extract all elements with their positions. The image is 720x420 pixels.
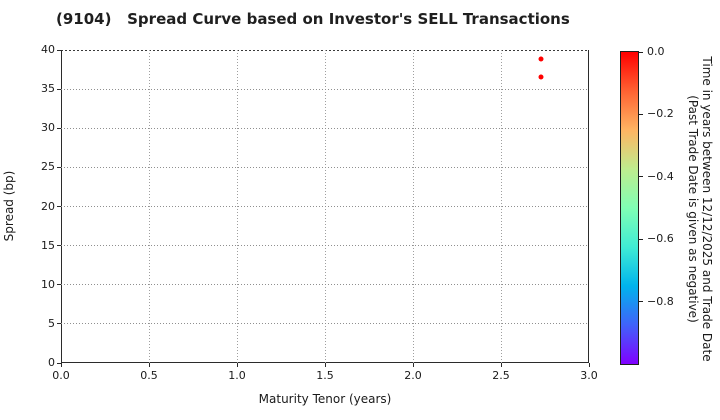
colorbar-label-line1: Time in years between 12/12/2025 and Tra… xyxy=(700,56,714,362)
colorbar-tick-mark xyxy=(639,51,643,53)
y-tick-mark xyxy=(57,88,61,90)
x-tick-label: 1.0 xyxy=(228,369,246,382)
chart-title: (9104) Spread Curve based on Investor's … xyxy=(56,10,570,28)
x-tick-label: 2.5 xyxy=(492,369,510,382)
gridline-y xyxy=(61,245,589,247)
x-tick-label: 1.5 xyxy=(316,369,334,382)
colorbar-tick-mark xyxy=(639,238,643,240)
y-axis-label: Spread (bp) xyxy=(2,170,16,242)
gridline-y xyxy=(61,206,589,207)
y-tick-mark xyxy=(57,127,61,129)
colorbar-tick-mark xyxy=(639,176,643,178)
y-tick-mark xyxy=(57,284,61,286)
x-tick-mark xyxy=(500,363,502,367)
gridline-y xyxy=(61,323,589,325)
y-tick-label: 40 xyxy=(41,43,55,56)
y-tick-mark xyxy=(57,323,61,325)
colorbar-tick-label: −0.6 xyxy=(647,232,674,246)
gridline-y xyxy=(61,127,589,129)
x-tick-mark xyxy=(324,363,326,367)
y-tick-label: 30 xyxy=(41,121,55,135)
data-point xyxy=(538,74,544,80)
y-tick-label: 20 xyxy=(41,199,55,213)
x-tick-label: 3.0 xyxy=(580,369,598,382)
colorbar-tick-label: 0.0 xyxy=(647,45,665,58)
colorbar-tick-mark xyxy=(639,301,643,303)
plot-area: 0.0 0.5 1.0 1.5 2.0 2.5 3.0 0 5 10 15 20 25 30 35 40 xyxy=(41,43,598,382)
y-tick-mark xyxy=(57,245,61,247)
y-tick-mark xyxy=(57,166,61,168)
y-tick-label: 0 xyxy=(48,356,55,369)
x-tick-mark xyxy=(588,363,590,367)
colorbar-tick-label: −0.2 xyxy=(647,107,674,121)
gridline-y xyxy=(61,88,589,90)
y-tick-label: 35 xyxy=(41,82,55,96)
y-tick-label: 15 xyxy=(41,238,55,252)
x-tick-mark xyxy=(148,363,150,367)
y-tick-label: 10 xyxy=(41,277,55,291)
gridline-y xyxy=(61,284,589,286)
y-tick-label: 5 xyxy=(48,316,55,330)
x-axis-label: Maturity Tenor (years) xyxy=(258,392,392,406)
x-tick-mark xyxy=(236,363,238,367)
y-tick-mark xyxy=(57,362,61,364)
colorbar-label-line2: (Past Trade Date is given as negative) xyxy=(686,95,700,323)
colorbar-tick-label: −0.8 xyxy=(647,294,674,308)
colorbar-tick-mark xyxy=(639,113,643,115)
y-tick-mark xyxy=(57,206,61,207)
y-tick-mark xyxy=(57,49,61,51)
x-tick-label: 0.0 xyxy=(52,369,70,382)
y-tick-label: 25 xyxy=(41,160,55,174)
colorbar-label: Time in years between 12/12/2025 and Tra… xyxy=(686,56,714,361)
data-point xyxy=(538,56,544,62)
x-tick-label: 2.0 xyxy=(404,369,422,382)
x-tick-mark xyxy=(412,363,414,367)
gridline-y xyxy=(61,166,589,168)
colorbar-tick-label: −0.4 xyxy=(647,169,674,183)
colorbar xyxy=(620,51,639,365)
x-tick-mark xyxy=(60,363,62,367)
x-tick-label: 0.5 xyxy=(140,369,158,382)
